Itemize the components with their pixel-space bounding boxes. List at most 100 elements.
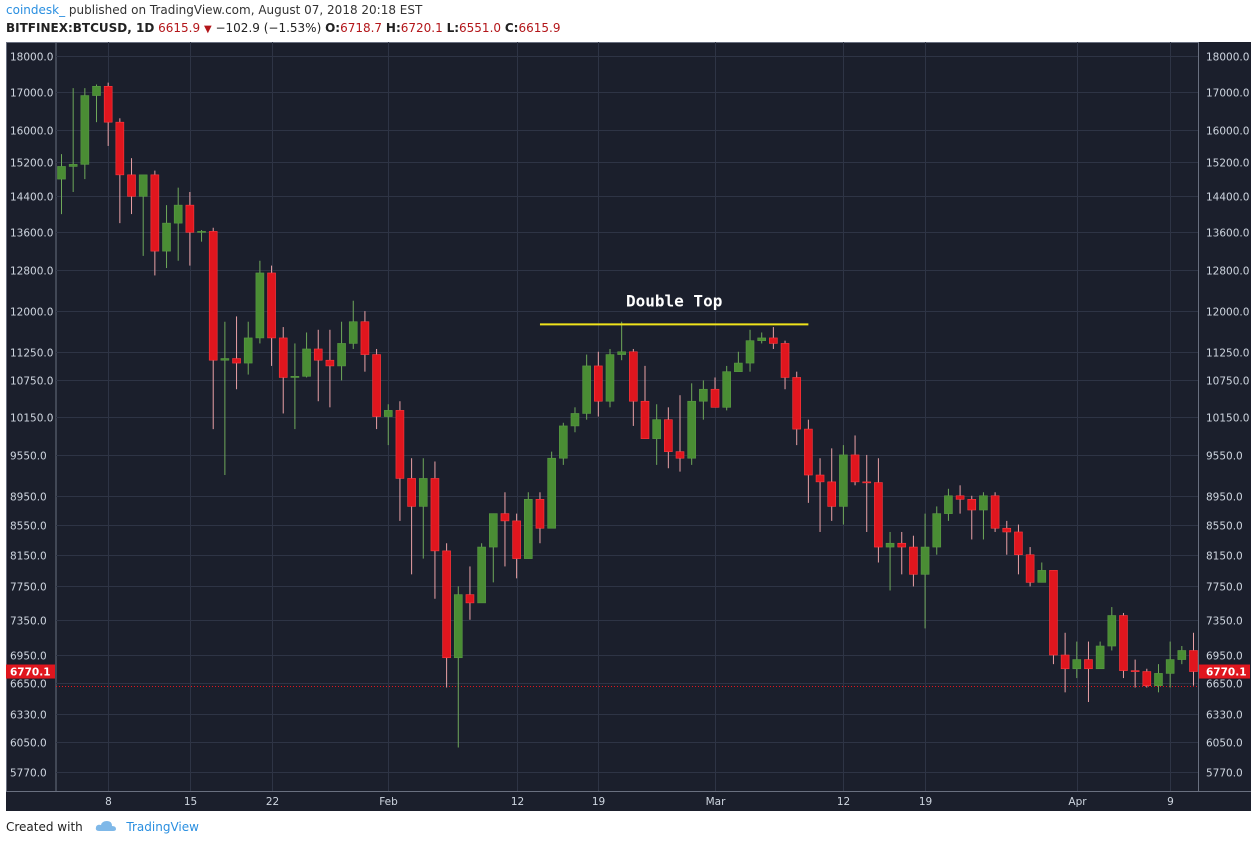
candle-body [839, 454, 848, 507]
candle-body [979, 495, 988, 511]
candle-body [442, 550, 451, 659]
y-tick-label-right: 8150.0 [1206, 551, 1243, 563]
y-tick-label-right: 8950.0 [1206, 492, 1243, 504]
candle-body [185, 204, 195, 233]
high-value: 6720.1 [400, 21, 443, 35]
candle-body [1177, 650, 1187, 660]
y-tick-label-left: 11250.0 [10, 348, 53, 360]
high-label: H: [385, 21, 401, 35]
y-tick-label-left: 5770.0 [10, 768, 47, 780]
chart-area[interactable]: 18000.0 18000.0 17000.0 17000.0 16000.0 16000… [6, 42, 1251, 811]
y-tick-label-left: 18000.0 [10, 52, 53, 64]
y-tick-label-left: 8150.0 [10, 551, 47, 563]
candle-body [418, 478, 428, 507]
candle-body [1072, 659, 1082, 670]
candle-body [1119, 615, 1128, 671]
candle-body [372, 354, 381, 417]
tradingview-link[interactable]: TradingView [126, 820, 199, 834]
candle-body [1084, 659, 1093, 670]
y-tick-label-right: 13600.0 [1206, 228, 1249, 240]
candle-body [909, 546, 918, 575]
y-tick-label-right: 5770.0 [1206, 768, 1243, 780]
y-tick-label-left: 6650.0 [10, 679, 47, 691]
candle-body [395, 410, 405, 479]
candle-body [92, 85, 101, 96]
candle-body [220, 358, 230, 361]
candle-body [920, 546, 930, 575]
y-tick-label-right: 6650.0 [1206, 679, 1243, 691]
candle-body [967, 499, 977, 511]
candle-body [1165, 659, 1175, 674]
candle-body [1154, 673, 1163, 686]
close-value: 6615.9 [518, 21, 561, 35]
x-tick-label: 15 [184, 796, 197, 808]
candle-body [617, 351, 626, 355]
y-tick-label-left: 7750.0 [10, 582, 47, 594]
candlestick-chart[interactable]: 18000.0 18000.0 17000.0 17000.0 16000.0 16000… [6, 42, 1251, 811]
candle-body [267, 272, 276, 339]
y-tick-label-left: 17000.0 [10, 88, 53, 100]
candle-body [804, 428, 813, 476]
low-label: L: [446, 21, 460, 35]
candle-body [944, 495, 953, 514]
candle-body [745, 340, 755, 364]
x-tick-label: 19 [592, 796, 605, 808]
publisher-line: coindesk_ published on TradingView.com, … [6, 3, 422, 17]
candle-body [827, 481, 837, 507]
x-tick-label: Feb [379, 796, 398, 808]
candle-body [815, 474, 825, 483]
candle-body [500, 513, 510, 522]
candle-body [1002, 527, 1012, 533]
y-tick-label-left: 10150.0 [10, 413, 53, 425]
candle-body [348, 321, 358, 344]
candle-body [325, 359, 335, 367]
candle-body [547, 457, 556, 529]
candle-body [313, 348, 323, 361]
x-tick-label: 12 [837, 796, 850, 808]
candle-body [757, 337, 767, 341]
y-tick-label-right: 9550.0 [1206, 451, 1243, 463]
candle-body [710, 388, 720, 408]
candles-group [57, 82, 1198, 748]
candle-body [488, 513, 498, 548]
x-tick-label: 12 [511, 796, 524, 808]
author-link[interactable]: coindesk_ [6, 3, 66, 17]
y-tick-label-right: 14400.0 [1206, 192, 1249, 204]
y-tick-label-right: 7750.0 [1206, 582, 1243, 594]
y-tick-label-right: 10150.0 [1206, 413, 1249, 425]
candle-body [255, 272, 265, 339]
y-tick-label-right: 15200.0 [1206, 158, 1249, 170]
y-tick-label-left: 6950.0 [10, 651, 47, 663]
price-change: −102.9 (−1.53%) [215, 21, 322, 35]
candle-body [243, 337, 253, 364]
candle-body [862, 481, 872, 484]
y-tick-label-left: 8550.0 [10, 521, 47, 533]
candle-body [465, 594, 475, 604]
candle-body [850, 454, 860, 483]
y-tick-label-left: 9550.0 [10, 451, 47, 463]
symbol-label: BITFINEX:BTCUSD, 1D [6, 21, 155, 35]
y-tick-label-left: 12800.0 [10, 266, 53, 278]
candle-body [990, 495, 1000, 529]
footer: Created with TradingView [6, 820, 199, 835]
candle-body [535, 499, 545, 529]
candle-body [208, 231, 218, 361]
candle-body [453, 594, 463, 659]
candle-body [932, 513, 942, 548]
y-tick-label-right: 10750.0 [1206, 376, 1249, 388]
last-price: 6615.9 [158, 21, 201, 35]
candle-body [1095, 645, 1105, 670]
open-label: O: [325, 21, 341, 35]
candle-body [1049, 570, 1058, 656]
candle-body [675, 451, 685, 459]
candle-body [150, 174, 160, 252]
candle-body [1014, 531, 1023, 556]
published-text: published on TradingView.com, August 07,… [68, 3, 423, 17]
candle-body [1037, 570, 1047, 583]
tradingview-logo-icon[interactable] [95, 820, 117, 835]
price-tag-right [1199, 664, 1250, 679]
annotation-label: Double Top [626, 291, 722, 310]
candle-body [792, 377, 802, 430]
y-tick-label-right: 6950.0 [1206, 651, 1243, 663]
y-tick-label-left: 7350.0 [10, 616, 47, 628]
